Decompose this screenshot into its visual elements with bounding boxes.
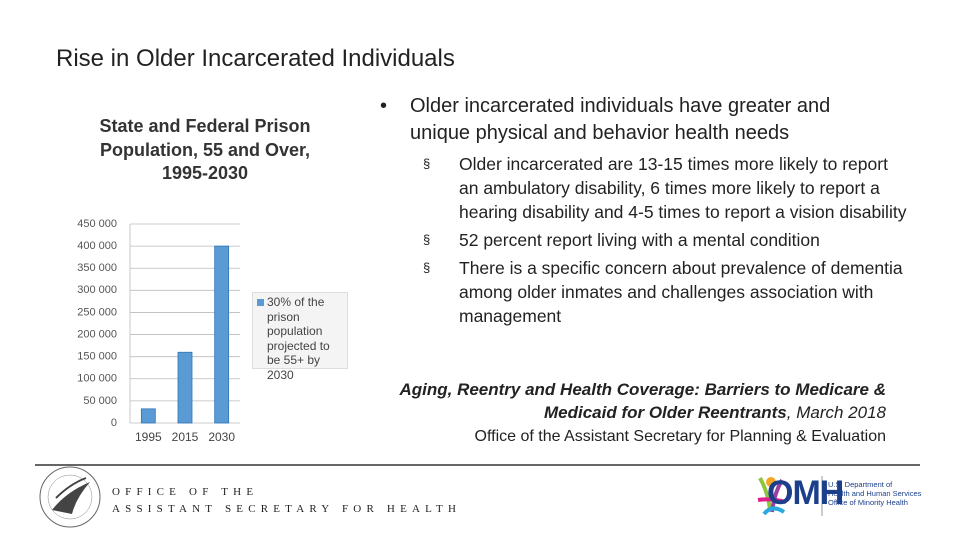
x-tick-label: 2030 xyxy=(208,430,235,444)
chart-title: State and Federal Prison Population, 55 … xyxy=(99,116,311,183)
logo-text-line: Health and Human Services xyxy=(828,489,922,498)
logo-text-line: U.S. Department of xyxy=(828,480,893,489)
y-tick-label: 450 000 xyxy=(77,218,117,230)
y-tick-label: 400 000 xyxy=(77,240,117,252)
bullet-text: Older incarcerated individuals have grea… xyxy=(410,95,831,144)
bullet-marker: • xyxy=(380,95,388,117)
sub-bullet: § Older incarcerated are 13-15 times more… xyxy=(423,152,908,224)
footer-line2: ASSISTANT SECRETARY FOR HEALTH xyxy=(112,503,462,515)
logo-omh: OMH xyxy=(767,474,844,512)
citation-title: Aging, Reentry and Health Coverage: Barr… xyxy=(399,380,886,422)
sub-bullet-text: Older incarcerated are 13-15 times more … xyxy=(459,154,907,222)
citation: Aging, Reentry and Health Coverage: Barr… xyxy=(380,378,886,448)
y-tick-label: 350 000 xyxy=(77,262,117,274)
logo-text: U.S. Department of Health and Human Servi… xyxy=(828,480,921,507)
bar xyxy=(214,245,230,424)
x-tick-label: 2015 xyxy=(172,430,199,444)
sub-bullet-text: 52 percent report living with a mental c… xyxy=(459,230,820,250)
sub-bullet-marker: § xyxy=(423,232,431,247)
legend-label: 30% of the prison population projected t… xyxy=(267,295,330,382)
sub-bullets: § Older incarcerated are 13-15 times more… xyxy=(423,152,908,332)
y-tick-label: 250 000 xyxy=(77,306,117,318)
sub-bullet: § There is a specific concern about preva… xyxy=(423,256,908,328)
y-tick-label: 50 000 xyxy=(83,395,117,407)
y-tick-label: 300 000 xyxy=(77,284,117,296)
hhs-logo xyxy=(39,466,101,528)
legend-swatch xyxy=(257,299,264,306)
sub-bullet-text: There is a specific concern about preval… xyxy=(459,258,903,326)
y-tick-label: 100 000 xyxy=(77,373,117,385)
logo-text-line: Office of Minority Health xyxy=(828,498,908,507)
y-tick-label: 150 000 xyxy=(77,351,117,363)
slide-title: Rise in Older Incarcerated Individuals xyxy=(56,45,455,72)
sub-bullet: § 52 percent report living with a mental … xyxy=(423,228,908,252)
y-tick-label: 0 xyxy=(111,417,117,429)
sub-bullet-marker: § xyxy=(423,260,431,275)
bar xyxy=(140,408,156,424)
legend: 30% of the prison population projected t… xyxy=(252,292,348,382)
citation-date: , March 2018 xyxy=(786,403,886,422)
citation-source: Office of the Assistant Secretary for Pl… xyxy=(474,428,886,445)
bar xyxy=(177,351,193,424)
omh-logo-mark xyxy=(757,477,787,516)
x-tick-label: 1995 xyxy=(135,430,162,444)
sub-bullet-marker: § xyxy=(423,156,431,171)
y-tick-label: 200 000 xyxy=(77,328,117,340)
footer-line1: OFFICE OF THE xyxy=(112,486,259,498)
